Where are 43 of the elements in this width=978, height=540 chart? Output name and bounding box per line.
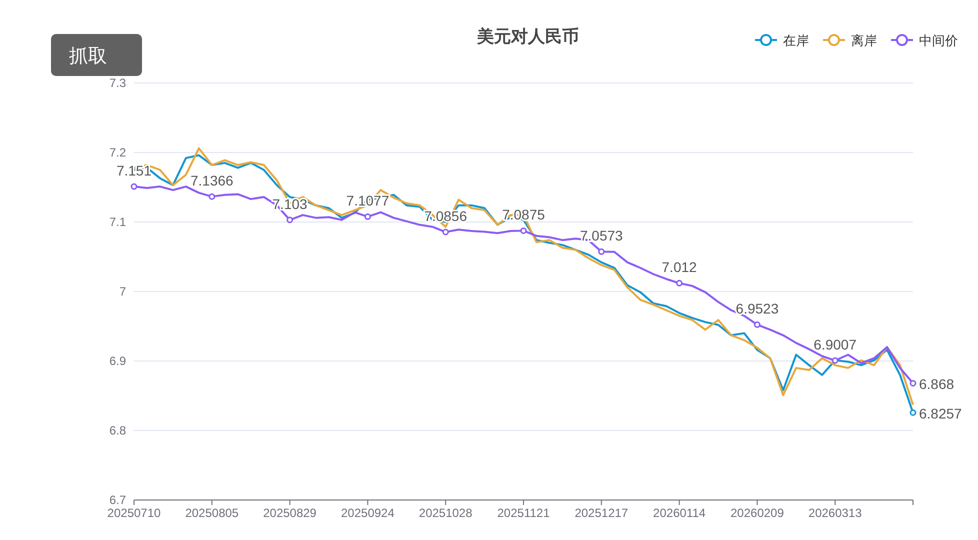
point (520, 227, 527, 234)
data-label: 6.9523 (736, 300, 779, 317)
point (598, 248, 605, 255)
data-label: 6.868 (919, 376, 954, 392)
x-tick-label: 20260313 (808, 506, 862, 520)
y-tick-label: 7.2 (109, 146, 126, 160)
y-tick-label: 6.8 (109, 424, 126, 438)
point (676, 280, 683, 286)
x-tick-label: 20251121 (497, 506, 550, 520)
legend-label: 离岸 (851, 33, 877, 48)
point (832, 357, 838, 364)
x-tick-label: 20250710 (107, 506, 162, 520)
data-label: 6.8257 (919, 406, 962, 422)
data-label: 6.9007 (814, 336, 857, 353)
x-tick-label: 20251028 (418, 506, 473, 520)
legend-label: 中间价 (919, 33, 958, 48)
x-tick-label: 20251217 (574, 506, 628, 520)
data-label: 7.151 (116, 162, 152, 179)
chart-title: 美元对人民币 (476, 27, 579, 46)
x-tick-label: 20250924 (341, 506, 395, 520)
point (754, 321, 760, 328)
y-tick-label: 6.9 (109, 354, 126, 368)
data-label: 7.0573 (580, 228, 624, 244)
x-tick-label: 20250829 (263, 506, 317, 520)
point (910, 380, 916, 386)
point (910, 409, 916, 416)
legend-label: 在岸 (783, 33, 809, 48)
y-tick-label: 7.1 (109, 215, 126, 229)
button: 抓取 (51, 34, 142, 76)
data-label: 7.1366 (190, 172, 234, 189)
y-tick-label: 7.3 (109, 76, 126, 90)
x-tick-label: 20250805 (185, 506, 239, 520)
y-tick-label: 6.7 (109, 493, 126, 507)
point (286, 216, 294, 224)
point (364, 213, 371, 220)
point (208, 193, 216, 200)
point (442, 228, 449, 236)
x-tick-label: 20260114 (653, 506, 706, 520)
data-label: 7.0875 (502, 206, 546, 223)
data-label: 7.012 (662, 259, 698, 276)
y-tick-label: 7 (119, 284, 126, 298)
x-tick-label: 20260209 (730, 506, 784, 520)
point (130, 183, 138, 190)
